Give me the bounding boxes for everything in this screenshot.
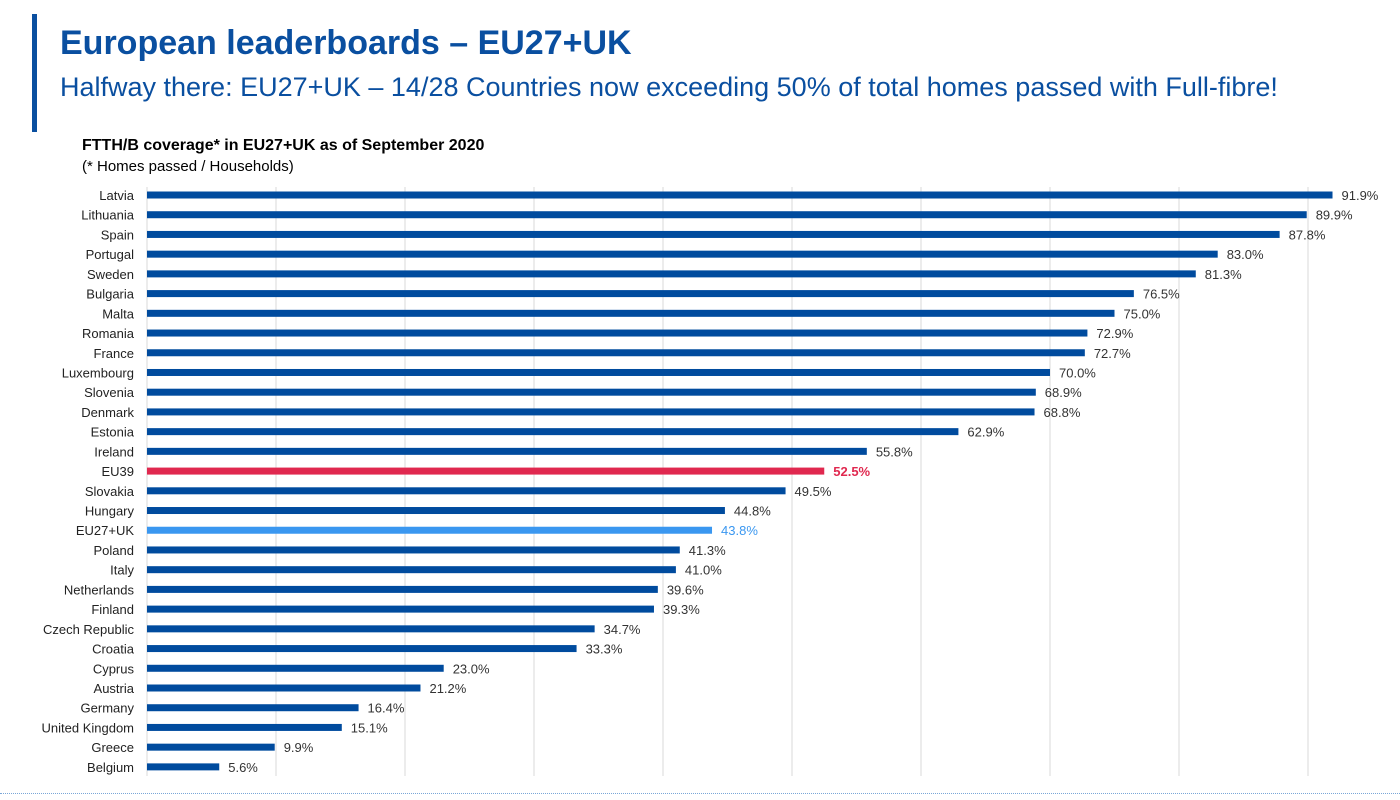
data-label: 23.0%: [453, 661, 490, 676]
bar: [147, 428, 959, 436]
bar: [147, 447, 867, 455]
bar: [147, 723, 342, 731]
bar: [147, 763, 220, 771]
category-label: Lithuania: [81, 208, 135, 223]
category-label: Ireland: [94, 444, 134, 459]
category-label: United Kingdom: [42, 720, 135, 735]
bar: [147, 329, 1088, 337]
category-label: Denmark: [81, 405, 134, 420]
bar: [147, 684, 421, 692]
category-label: Luxembourg: [62, 365, 134, 380]
data-label: 91.9%: [1342, 188, 1379, 203]
bar: [147, 230, 1280, 238]
page-title: European leaderboards – EU27+UK: [60, 24, 632, 62]
data-label: 33.3%: [586, 642, 623, 657]
category-label: EU27+UK: [76, 523, 134, 538]
category-label: Czech Republic: [43, 622, 135, 637]
bar: [147, 408, 1035, 416]
data-label: 49.5%: [795, 484, 832, 499]
data-label: 9.9%: [284, 740, 314, 755]
bar: [147, 191, 1333, 199]
bar: [147, 526, 713, 534]
accent-bar: [32, 14, 37, 132]
data-label: 89.9%: [1316, 208, 1353, 223]
bar: [147, 309, 1115, 317]
category-label: Hungary: [85, 504, 135, 519]
category-label: Romania: [82, 326, 135, 341]
bar: [147, 290, 1134, 298]
chart-title: FTTH/B coverage* in EU27+UK as of Septem…: [82, 137, 485, 154]
category-label: Malta: [102, 306, 135, 321]
page-subtitle: Halfway there: EU27+UK – 14/28 Countries…: [60, 72, 1278, 102]
category-label: Portugal: [86, 247, 135, 262]
category-label: Germany: [81, 701, 135, 716]
category-label: Poland: [94, 543, 134, 558]
data-label: 81.3%: [1205, 267, 1242, 282]
category-label: Finland: [91, 602, 134, 617]
category-label: Latvia: [99, 188, 134, 203]
category-label: Austria: [94, 681, 135, 696]
category-label: Slovakia: [85, 484, 135, 499]
category-label: Spain: [101, 227, 134, 242]
bar: [147, 546, 680, 554]
bar: [147, 467, 825, 475]
data-label: 43.8%: [721, 523, 758, 538]
data-label: 87.8%: [1289, 227, 1326, 242]
data-label: 41.3%: [689, 543, 726, 558]
bar: [147, 625, 595, 633]
data-label: 62.9%: [967, 425, 1004, 440]
data-label: 68.8%: [1044, 405, 1081, 420]
data-label: 52.5%: [833, 464, 870, 479]
category-label: Belgium: [87, 760, 134, 775]
data-label: 41.0%: [685, 563, 722, 578]
data-label: 72.7%: [1094, 346, 1131, 361]
data-label: 76.5%: [1143, 287, 1180, 302]
category-label: Italy: [110, 563, 134, 578]
data-label: 39.6%: [667, 582, 704, 597]
data-label: 34.7%: [604, 622, 641, 637]
bar: [147, 388, 1036, 396]
data-label: 44.8%: [734, 504, 771, 519]
category-label: Bulgaria: [86, 287, 134, 302]
bar: [147, 507, 725, 515]
footer-divider: [0, 793, 1400, 794]
data-label: 21.2%: [429, 681, 466, 696]
bar: [147, 585, 658, 593]
data-label: 70.0%: [1059, 365, 1096, 380]
bar: [147, 566, 676, 574]
category-label: EU39: [101, 464, 134, 479]
data-label: 83.0%: [1227, 247, 1264, 262]
category-label: France: [94, 346, 134, 361]
chart-note: (* Homes passed / Households): [82, 158, 294, 175]
category-label: Estonia: [91, 425, 135, 440]
data-label: 55.8%: [876, 444, 913, 459]
data-label: 68.9%: [1045, 385, 1082, 400]
bar: [147, 211, 1307, 219]
bar: [147, 349, 1085, 357]
category-label: Cyprus: [93, 661, 135, 676]
category-label: Slovenia: [84, 385, 135, 400]
category-label: Croatia: [92, 642, 135, 657]
category-label: Netherlands: [64, 582, 135, 597]
data-label: 75.0%: [1124, 306, 1161, 321]
bar: [147, 270, 1196, 278]
bar: [147, 368, 1050, 376]
category-label: Greece: [91, 740, 134, 755]
data-label: 5.6%: [228, 760, 258, 775]
data-label: 15.1%: [351, 720, 388, 735]
category-label: Sweden: [87, 267, 134, 282]
bar: [147, 743, 275, 751]
bar: [147, 645, 577, 653]
data-label: 39.3%: [663, 602, 700, 617]
bar: [147, 664, 444, 672]
bar: [147, 250, 1218, 258]
data-label: 16.4%: [368, 701, 405, 716]
bar: [147, 487, 786, 495]
bar: [147, 704, 359, 712]
bar: [147, 605, 654, 613]
data-label: 72.9%: [1096, 326, 1133, 341]
